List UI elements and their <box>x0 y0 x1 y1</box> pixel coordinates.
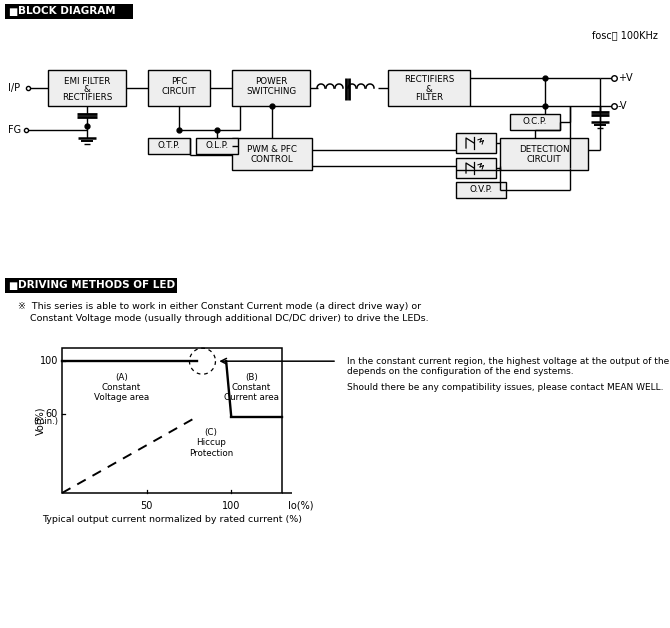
Text: In the constant current region, the highest voltage at the output of the driver: In the constant current region, the high… <box>347 357 670 367</box>
Text: PFC: PFC <box>171 77 187 87</box>
Text: depends on the configuration of the end systems.: depends on the configuration of the end … <box>347 367 574 377</box>
Text: &: & <box>425 85 432 94</box>
Text: Typical output current normalized by rated current (%): Typical output current normalized by rat… <box>42 515 302 524</box>
Text: fosc： 100KHz: fosc： 100KHz <box>592 30 658 40</box>
Text: FG: FG <box>8 125 21 135</box>
Text: Vo(%): Vo(%) <box>35 406 45 435</box>
Bar <box>500 138 588 170</box>
Text: DETECTION: DETECTION <box>519 146 570 154</box>
Text: +V: +V <box>618 73 632 83</box>
Text: RECTIFIERS: RECTIFIERS <box>404 75 454 85</box>
Text: O.C.P.: O.C.P. <box>523 117 547 126</box>
Text: CIRCUIT: CIRCUIT <box>527 156 561 165</box>
Text: SWITCHING: SWITCHING <box>246 87 296 97</box>
Text: 100: 100 <box>40 356 58 366</box>
Text: -V: -V <box>618 101 628 111</box>
Text: PWM & PFC: PWM & PFC <box>247 146 297 154</box>
Bar <box>48 70 126 106</box>
Text: FILTER: FILTER <box>415 94 443 102</box>
Text: &: & <box>84 85 90 94</box>
Text: Should there be any compatibility issues, please contact MEAN WELL.: Should there be any compatibility issues… <box>347 384 663 392</box>
Text: CONTROL: CONTROL <box>251 156 293 165</box>
Text: 100: 100 <box>222 501 241 511</box>
Text: RECTIFIERS: RECTIFIERS <box>62 94 112 102</box>
Text: BLOCK DIAGRAM: BLOCK DIAGRAM <box>18 6 116 16</box>
Text: POWER: POWER <box>255 77 287 87</box>
Bar <box>5 4 133 19</box>
Bar <box>148 70 210 106</box>
Bar <box>5 278 177 293</box>
Text: Io(%): Io(%) <box>288 501 314 511</box>
Bar <box>232 70 310 106</box>
Text: DRIVING METHODS OF LED MODULE: DRIVING METHODS OF LED MODULE <box>18 281 228 291</box>
Text: 50: 50 <box>141 501 153 511</box>
Text: O.T.P.: O.T.P. <box>157 141 180 151</box>
Text: (B)
Constant
Current area: (B) Constant Current area <box>224 372 279 403</box>
Bar <box>456 158 496 178</box>
Text: (min.): (min.) <box>33 418 58 426</box>
Text: (A)
Constant
Voltage area: (A) Constant Voltage area <box>94 372 149 403</box>
Text: CIRCUIT: CIRCUIT <box>161 87 196 97</box>
Bar <box>388 70 470 106</box>
Bar <box>510 114 560 130</box>
Bar <box>456 182 506 198</box>
Bar <box>62 348 282 493</box>
Text: EMI FILTER: EMI FILTER <box>64 77 110 87</box>
Text: ※  This series is able to work in either Constant Current mode (a direct drive w: ※ This series is able to work in either … <box>18 302 429 323</box>
Bar <box>456 133 496 153</box>
Bar <box>148 138 190 154</box>
Bar <box>196 138 238 154</box>
Bar <box>232 138 312 170</box>
Text: (C)
Hiccup
Protection: (C) Hiccup Protection <box>189 428 233 458</box>
Text: ■: ■ <box>8 281 17 291</box>
Text: 60: 60 <box>46 409 58 419</box>
Text: O.V.P.: O.V.P. <box>470 185 492 195</box>
Text: ■: ■ <box>8 6 17 16</box>
Text: I/P: I/P <box>8 83 20 93</box>
Text: O.L.P.: O.L.P. <box>206 141 228 151</box>
